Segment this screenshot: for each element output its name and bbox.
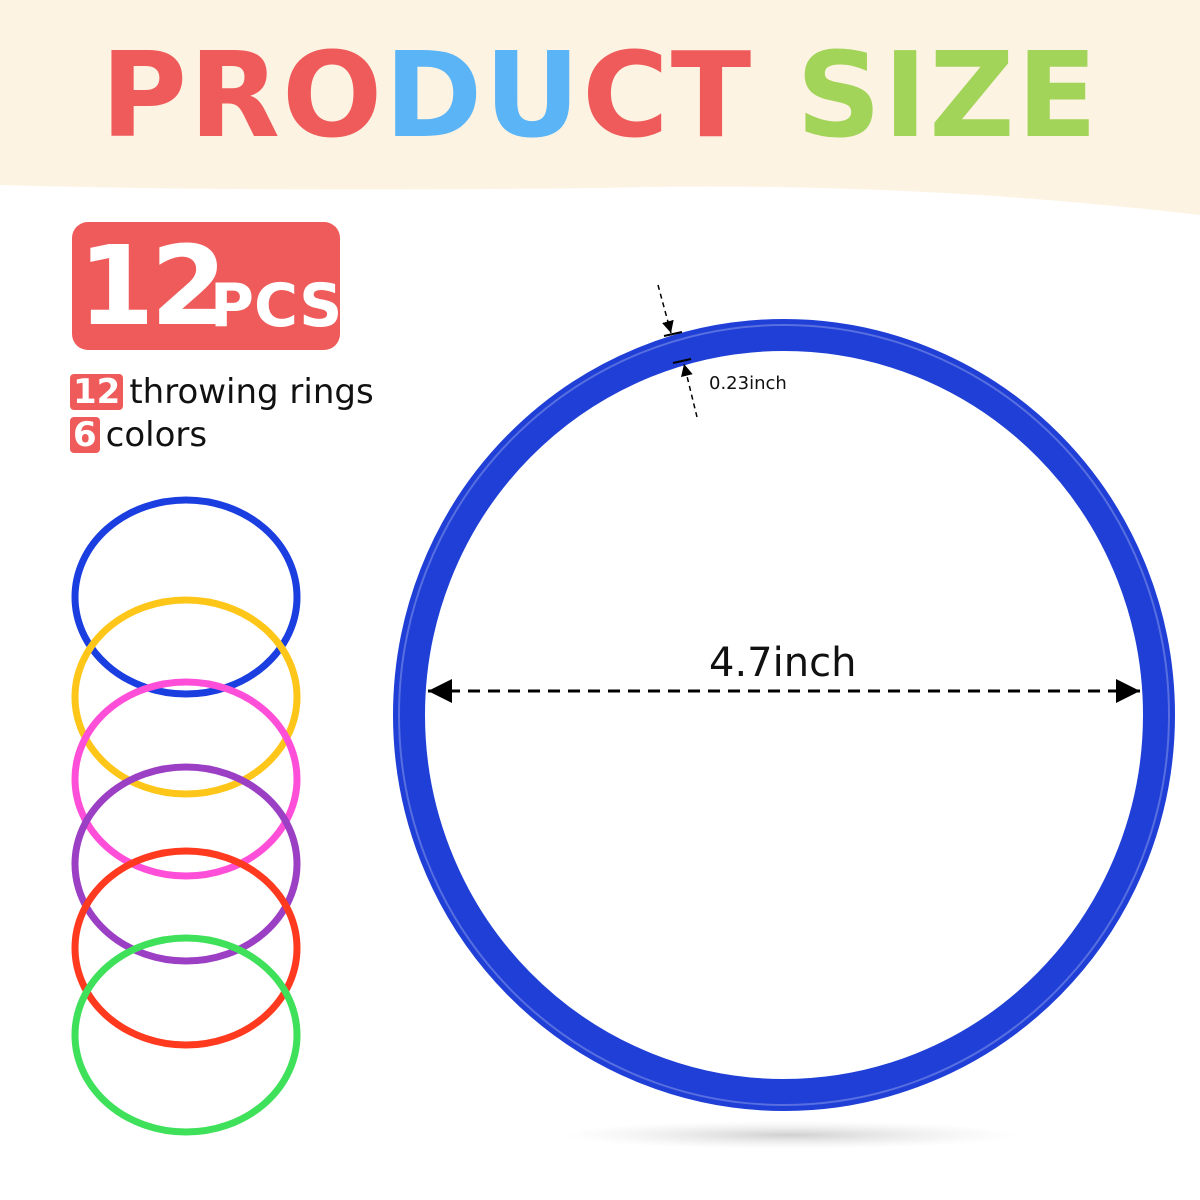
ring-shadow (560, 1121, 1020, 1149)
thickness-arrow-bottom (681, 363, 698, 418)
feature-number: 12 (70, 374, 124, 410)
small-ring (71, 678, 301, 880)
title-part: SIZE (753, 26, 1100, 164)
small-ring (71, 847, 301, 1049)
title-part: DU (384, 26, 583, 164)
thickness-arrow-top (657, 284, 674, 334)
small-ring (71, 763, 301, 965)
quantity-count: 12 (78, 222, 227, 350)
quantity-badge: 12 PCS (72, 222, 343, 350)
small-ring (71, 496, 301, 698)
main-ring (393, 319, 1175, 1111)
small-ring (71, 596, 301, 798)
title-part: CT (582, 26, 754, 164)
title-part: PRO (100, 26, 385, 164)
page-title: PRODUCT SIZE (0, 30, 1200, 160)
diameter-label: 4.7inch (709, 640, 857, 686)
small-ring (71, 934, 301, 1136)
feature-colors: 6 colors (70, 415, 207, 455)
feature-number: 6 (70, 417, 100, 453)
feature-text: throwing rings (129, 372, 374, 412)
feature-text: colors (105, 415, 208, 455)
thickness-label: 0.23inch (709, 373, 787, 394)
header-band (0, 0, 1200, 215)
quantity-unit: PCS (210, 271, 343, 341)
feature-rings: 12 throwing rings (70, 372, 374, 412)
